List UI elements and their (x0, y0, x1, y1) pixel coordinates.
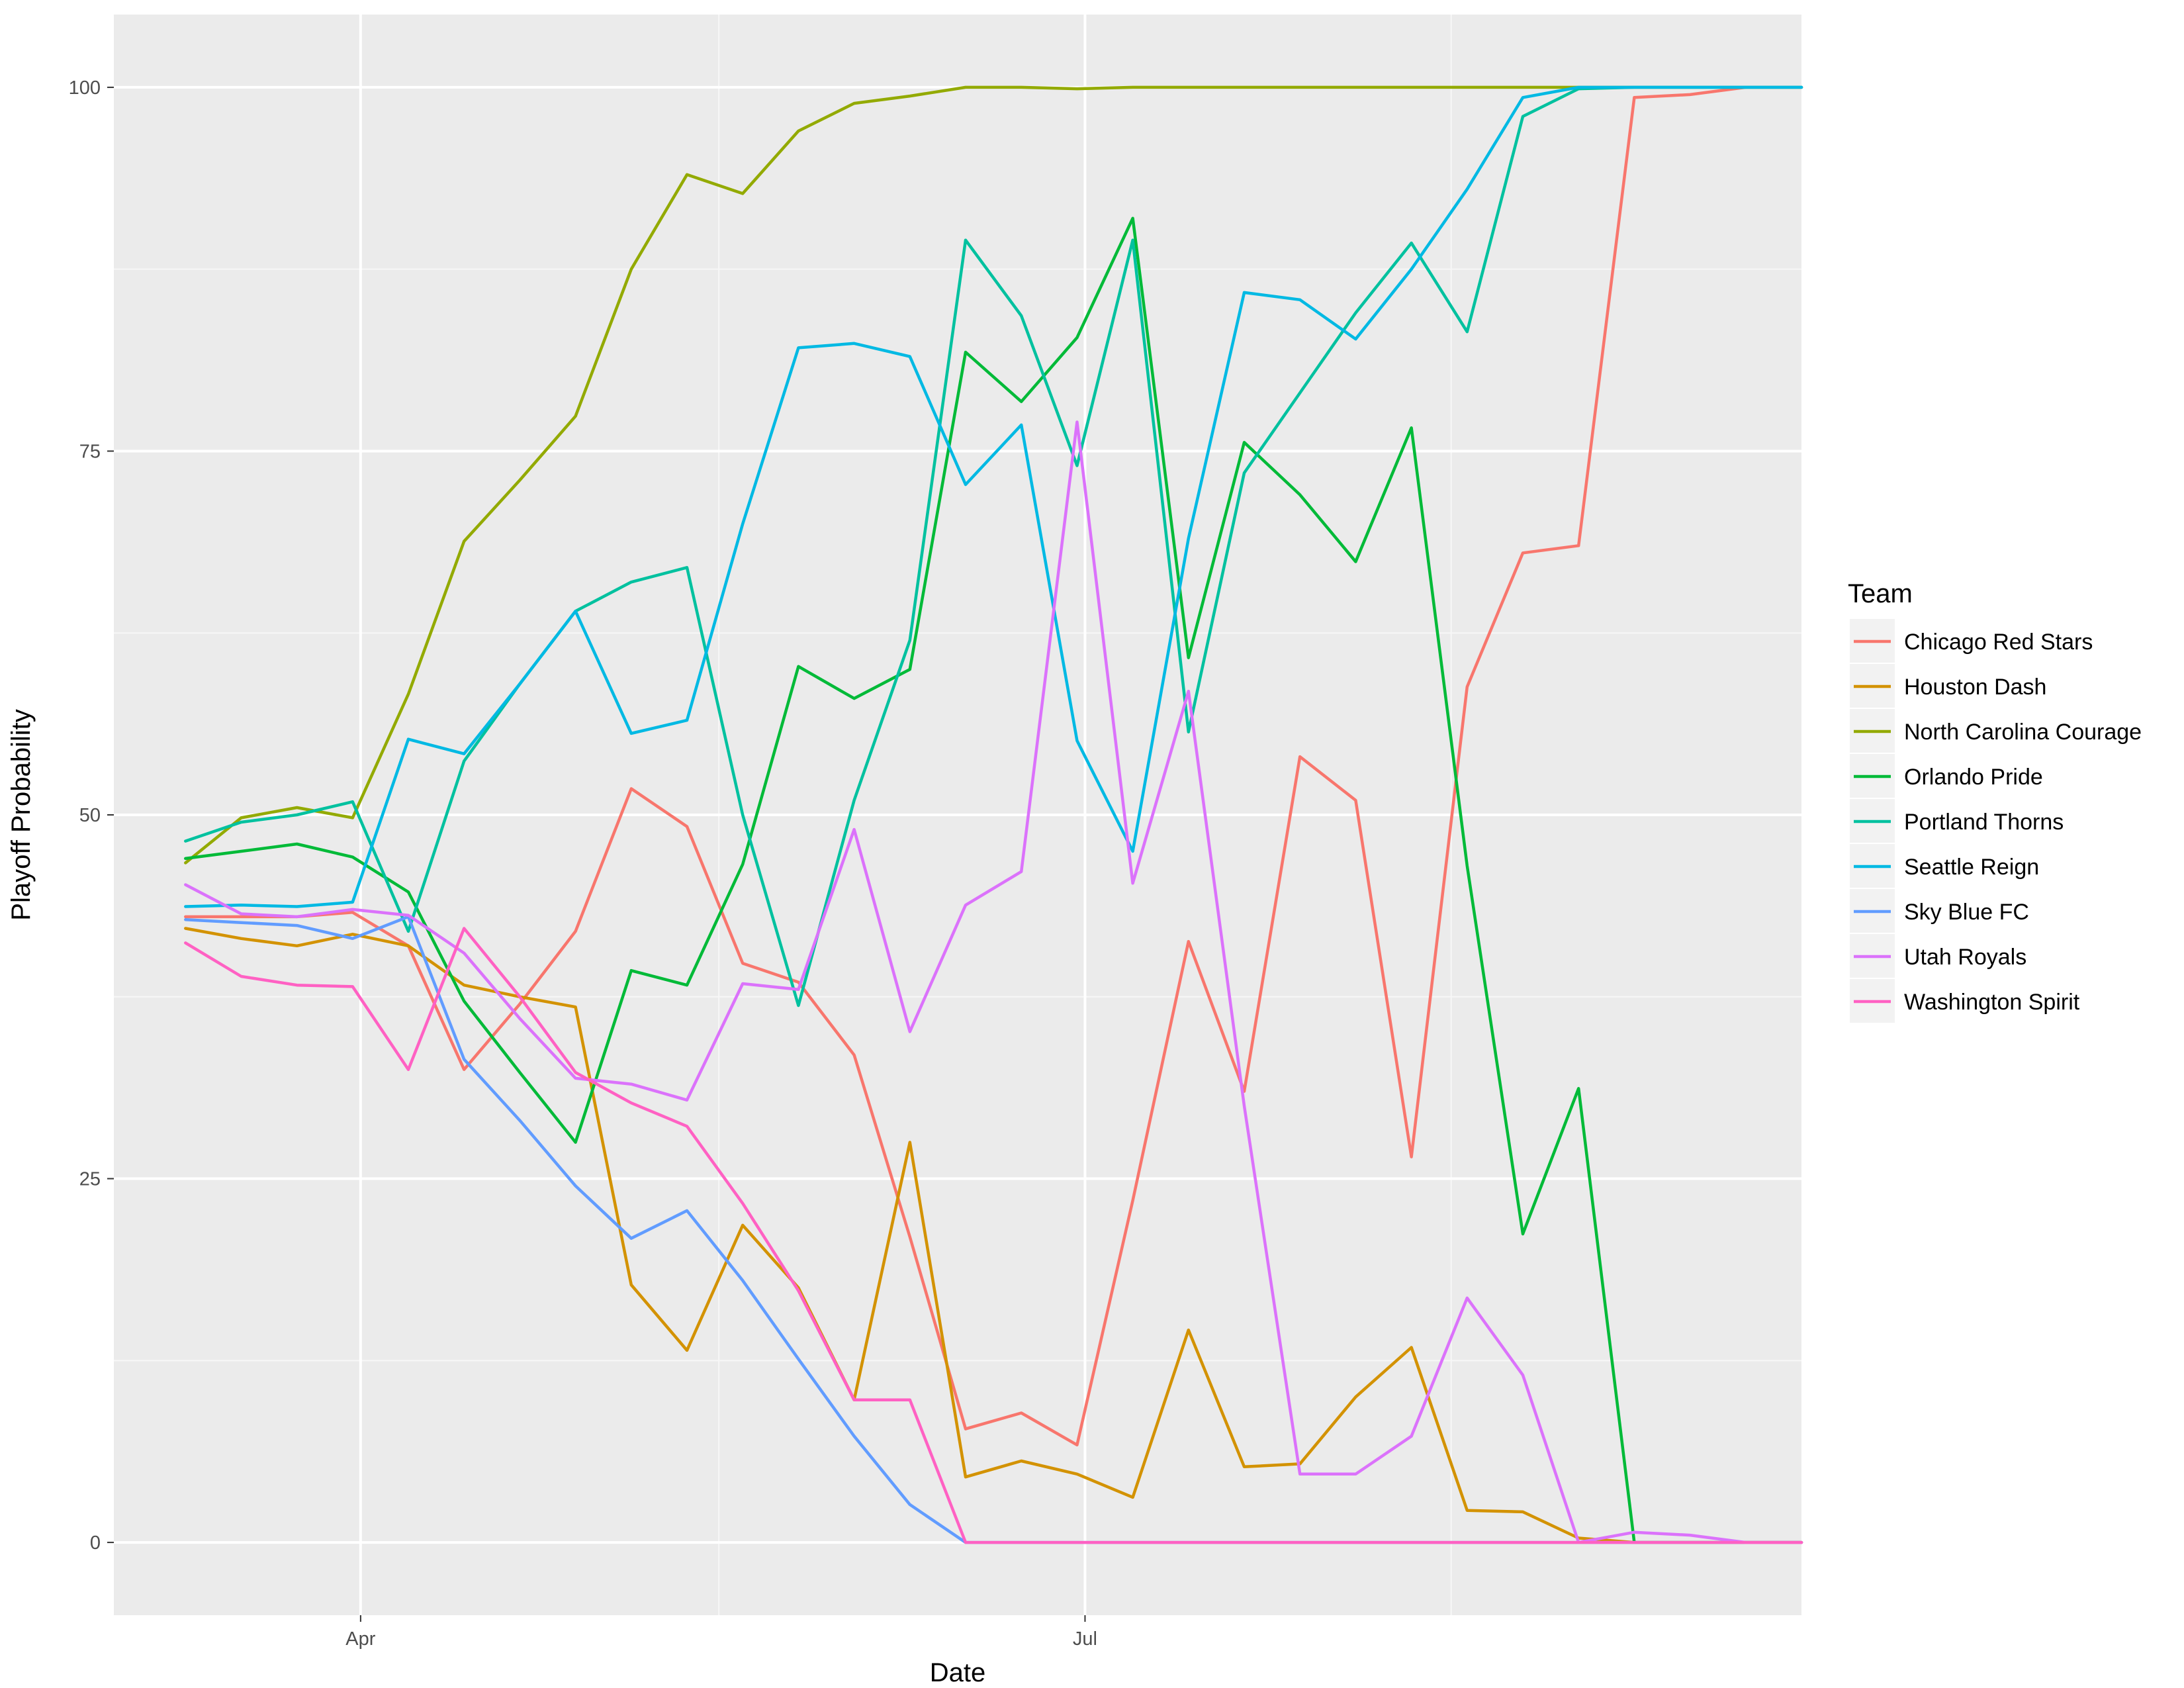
series-line-2 (184, 85, 1803, 865)
legend-label: Chicago Red Stars (1904, 630, 2093, 655)
y-tick-label: 0 (90, 1532, 101, 1554)
legend-label: Houston Dash (1904, 675, 2046, 700)
y-tick-label: 100 (69, 77, 101, 99)
series-line-1 (184, 927, 1803, 1544)
series-line-4 (184, 85, 1803, 1008)
series-line-0 (184, 85, 1803, 1447)
x-tick-label: Apr (345, 1628, 375, 1650)
y-tick-label: 50 (79, 805, 101, 826)
legend-label: Utah Royals (1904, 945, 2026, 970)
legend-label: Sky Blue FC (1904, 900, 2029, 925)
series-line-7 (184, 420, 1803, 1544)
y-axis-title: Playoff Probability (7, 709, 36, 920)
legend-label: Portland Thorns (1904, 810, 2064, 835)
series-line-3 (184, 216, 1803, 1544)
series-line-8 (184, 927, 1803, 1544)
legend-label: North Carolina Courage (1904, 720, 2142, 745)
legend-label: Washington Spirit (1904, 990, 2080, 1015)
x-axis-title: Date (930, 1658, 986, 1687)
legend-label: Orlando Pride (1904, 765, 2043, 790)
series-line-5 (184, 85, 1803, 908)
y-tick-label: 25 (79, 1169, 101, 1190)
legend-label: Seattle Reign (1904, 855, 2039, 880)
y-tick-label: 75 (79, 441, 101, 462)
legend: Team Chicago Red Stars Houston Dash North … (1848, 579, 2142, 1023)
x-tick-label: Jul (1073, 1628, 1097, 1650)
legend-title: Team (1848, 579, 1913, 608)
